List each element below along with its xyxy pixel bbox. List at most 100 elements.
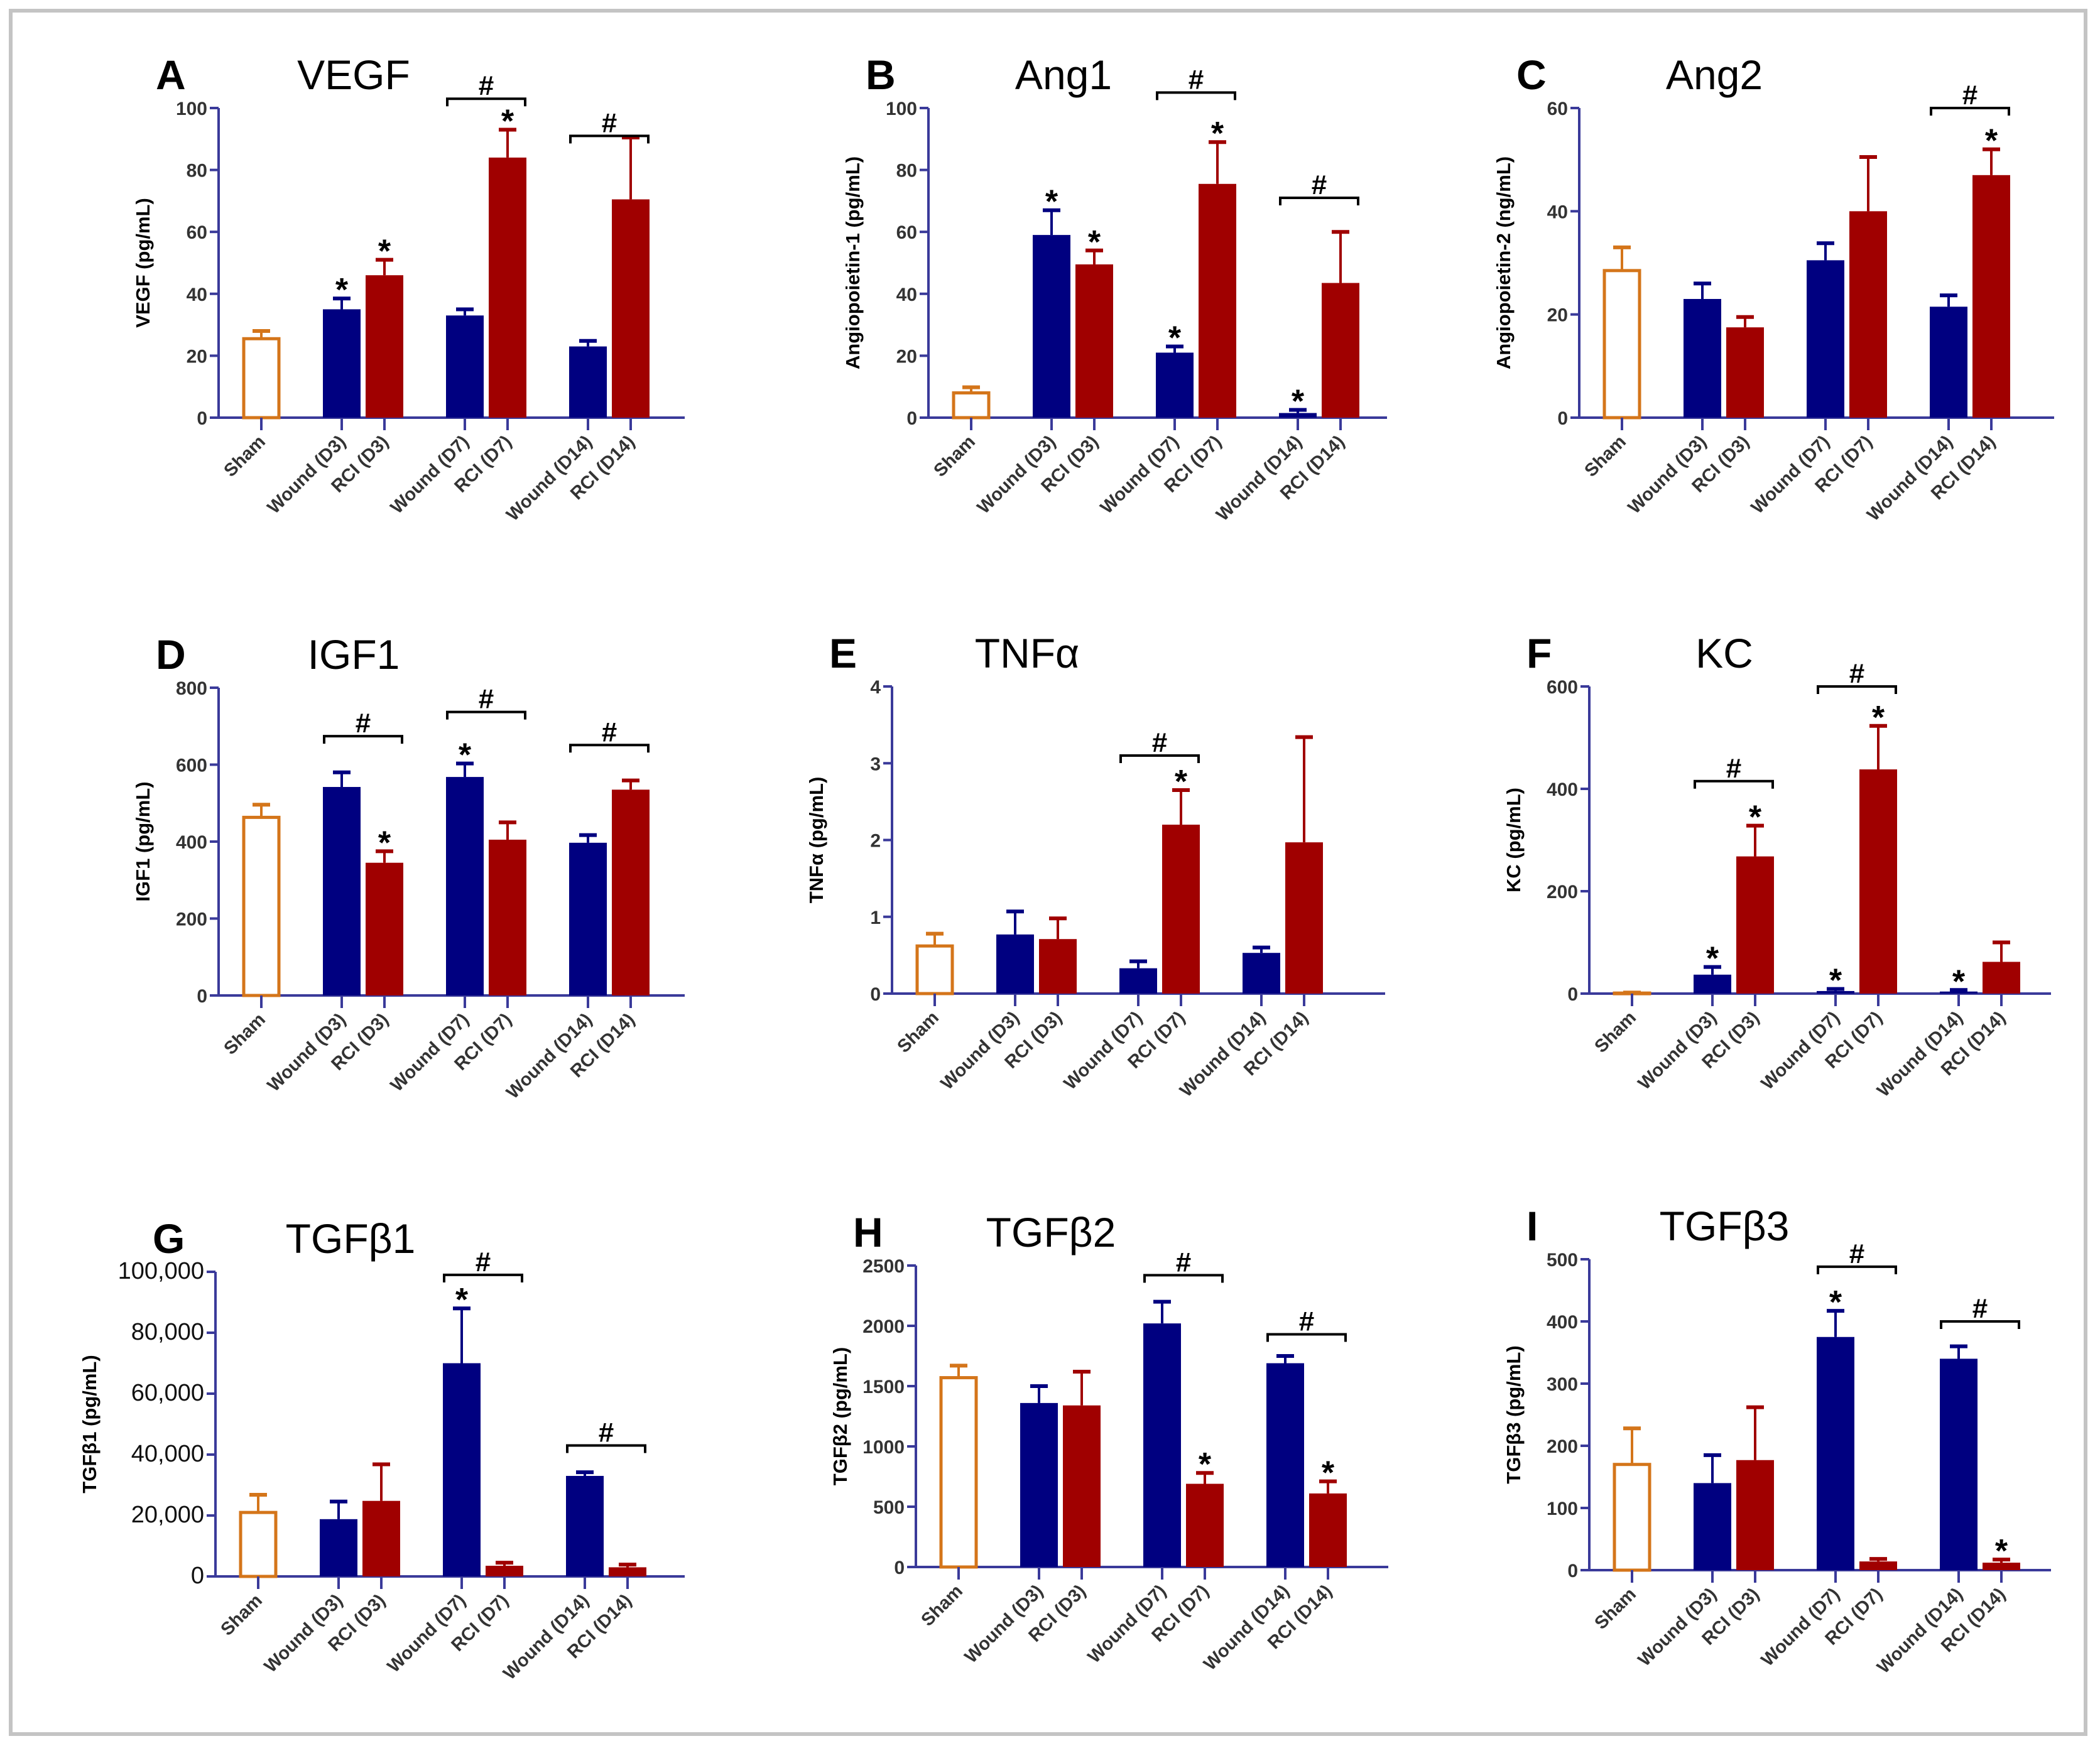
y-tick-label: 2500 (862, 1256, 905, 1277)
chart-panel-d: D IGF1 0 200 400 600 800 IGF1 (pg/mL) Sham Wound … (0, 584, 691, 1162)
y-axis-label: TNFα (pg/mL) (805, 777, 827, 904)
chart-panel-g: G TGFβ1 0 20,000 40,000 60,000 80,000 100,000 TG… (0, 1168, 691, 1746)
significance-star: * (1952, 963, 1966, 1000)
x-tick-label: Sham (220, 431, 269, 480)
bar-rci (609, 1567, 646, 1576)
comparison-bracket (446, 97, 526, 107)
bracket-label: # (479, 70, 494, 101)
y-tick-label: 100,000 (118, 1258, 204, 1284)
bar-rci (1972, 175, 2010, 418)
bar-wound (323, 787, 361, 995)
bar-wound (1143, 1323, 1181, 1567)
y-tick-label: 100 (886, 99, 917, 119)
bar-rci (489, 839, 526, 995)
y-axis-label: IGF1 (pg/mL) (132, 781, 154, 901)
bracket-label: # (1176, 1247, 1191, 1277)
bar-rci (612, 199, 650, 418)
y-tick-label: 0 (1567, 1561, 1578, 1581)
y-axis-label: TGFβ1 (pg/mL) (79, 1355, 101, 1493)
significance-star: * (1292, 384, 1305, 420)
y-tick-label: 0 (1567, 984, 1578, 1005)
bar-wound (1279, 413, 1317, 418)
y-tick-label: 3 (870, 754, 881, 774)
bar-rci (366, 862, 403, 995)
y-tick-label: 20 (1547, 305, 1568, 326)
significance-star: * (1045, 184, 1058, 220)
bar-wound (1694, 1483, 1731, 1570)
bar-rci (1186, 1483, 1224, 1567)
y-tick-label: 60,000 (131, 1380, 204, 1406)
y-tick-label: 60 (1547, 99, 1568, 119)
y-tick-label: 2000 (862, 1316, 905, 1337)
bar-wound (446, 777, 484, 995)
bar-wound (996, 934, 1034, 994)
bar-wound (1694, 974, 1731, 994)
bracket-label: # (1849, 658, 1864, 689)
bar-wound (323, 309, 361, 418)
comparison-bracket (323, 735, 403, 744)
significance-star: * (501, 104, 514, 140)
bar-wound (1930, 306, 1967, 418)
bar-wound (1266, 1363, 1304, 1567)
panel-letter: F (1526, 630, 1552, 676)
bar-sham (1602, 269, 1641, 420)
bracket-label: # (602, 107, 617, 138)
chart-panel-b: B Ang1 0 20 40 60 80 100 Angiopoietin-1 (pg/mL) S… (697, 0, 1388, 578)
y-tick-label: 200 (1547, 1436, 1578, 1457)
y-tick-label: 100 (176, 99, 207, 119)
bar-rci (362, 1500, 400, 1576)
chart-panel-i: I TGFβ3 0 100 200 300 400 500 TGFβ3 (pg/mL) Sham W… (1398, 1168, 2089, 1746)
y-tick-label: 0 (197, 986, 207, 1007)
chart-panel-c: C Ang2 0 20 40 60 Angiopoietin-2 (ng/mL) Sham Wo… (1398, 0, 2089, 578)
bar-rci (1736, 1460, 1774, 1570)
y-tick-label: 80 (187, 161, 207, 182)
y-tick-label: 500 (873, 1497, 905, 1518)
bar-sham (242, 815, 281, 997)
panel-letter: H (853, 1209, 883, 1255)
significance-star: * (455, 1282, 469, 1318)
panel-letter: G (153, 1215, 185, 1262)
y-tick-label: 0 (894, 1558, 905, 1578)
bar-rci (489, 157, 526, 418)
x-tick-label: Sham (930, 431, 979, 480)
comparison-bracket (1143, 1274, 1224, 1283)
y-tick-label: 20 (896, 346, 917, 367)
bar-rci (1285, 842, 1323, 994)
panel-title: IGF1 (308, 631, 400, 678)
y-tick-label: 1 (870, 908, 881, 928)
comparison-bracket (1119, 754, 1200, 764)
significance-star: * (1199, 1446, 1212, 1483)
y-tick-label: 500 (1547, 1250, 1578, 1271)
comparison-bracket (446, 710, 526, 720)
panel-letter: D (156, 631, 186, 678)
panel-letter: C (1516, 52, 1547, 98)
y-tick-label: 40 (1547, 202, 1568, 222)
significance-star: * (1168, 320, 1182, 357)
comparison-bracket (1266, 1333, 1347, 1342)
panel-letter: B (866, 52, 896, 98)
bar-rci (612, 789, 650, 995)
bar-wound (1940, 991, 1978, 994)
y-axis-label: Angiopoietin-1 (pg/mL) (842, 156, 864, 369)
significance-star: * (1322, 1455, 1335, 1492)
chart-panel-e: E TNFα 0 1 2 3 4 TNFα (pg/mL) Sham Wound (D3) RCI … (697, 584, 1388, 1162)
chart-panel-a: A VEGF 0 20 40 60 80 100 VEGF (pg/mL) Sham Wound (… (0, 0, 691, 578)
bar-rci (1736, 856, 1774, 994)
comparison-bracket (1156, 91, 1236, 100)
y-tick-label: 400 (1547, 779, 1578, 800)
bar-wound (320, 1519, 357, 1576)
chart-svg: G TGFβ1 0 20,000 40,000 60,000 80,000 100,000 TG… (79, 1215, 685, 1684)
y-tick-label: 40 (187, 285, 207, 305)
bar-wound (566, 1475, 604, 1576)
bracket-label: # (1152, 727, 1167, 758)
y-tick-label: 0 (191, 1563, 204, 1589)
significance-star: * (378, 825, 391, 861)
panel-title: KC (1695, 630, 1753, 676)
bar-rci (1309, 1493, 1347, 1567)
chart-svg: B Ang1 0 20 40 60 80 100 Angiopoietin-1 (pg/mL) S… (842, 52, 1387, 525)
y-tick-label: 1000 (862, 1437, 905, 1458)
